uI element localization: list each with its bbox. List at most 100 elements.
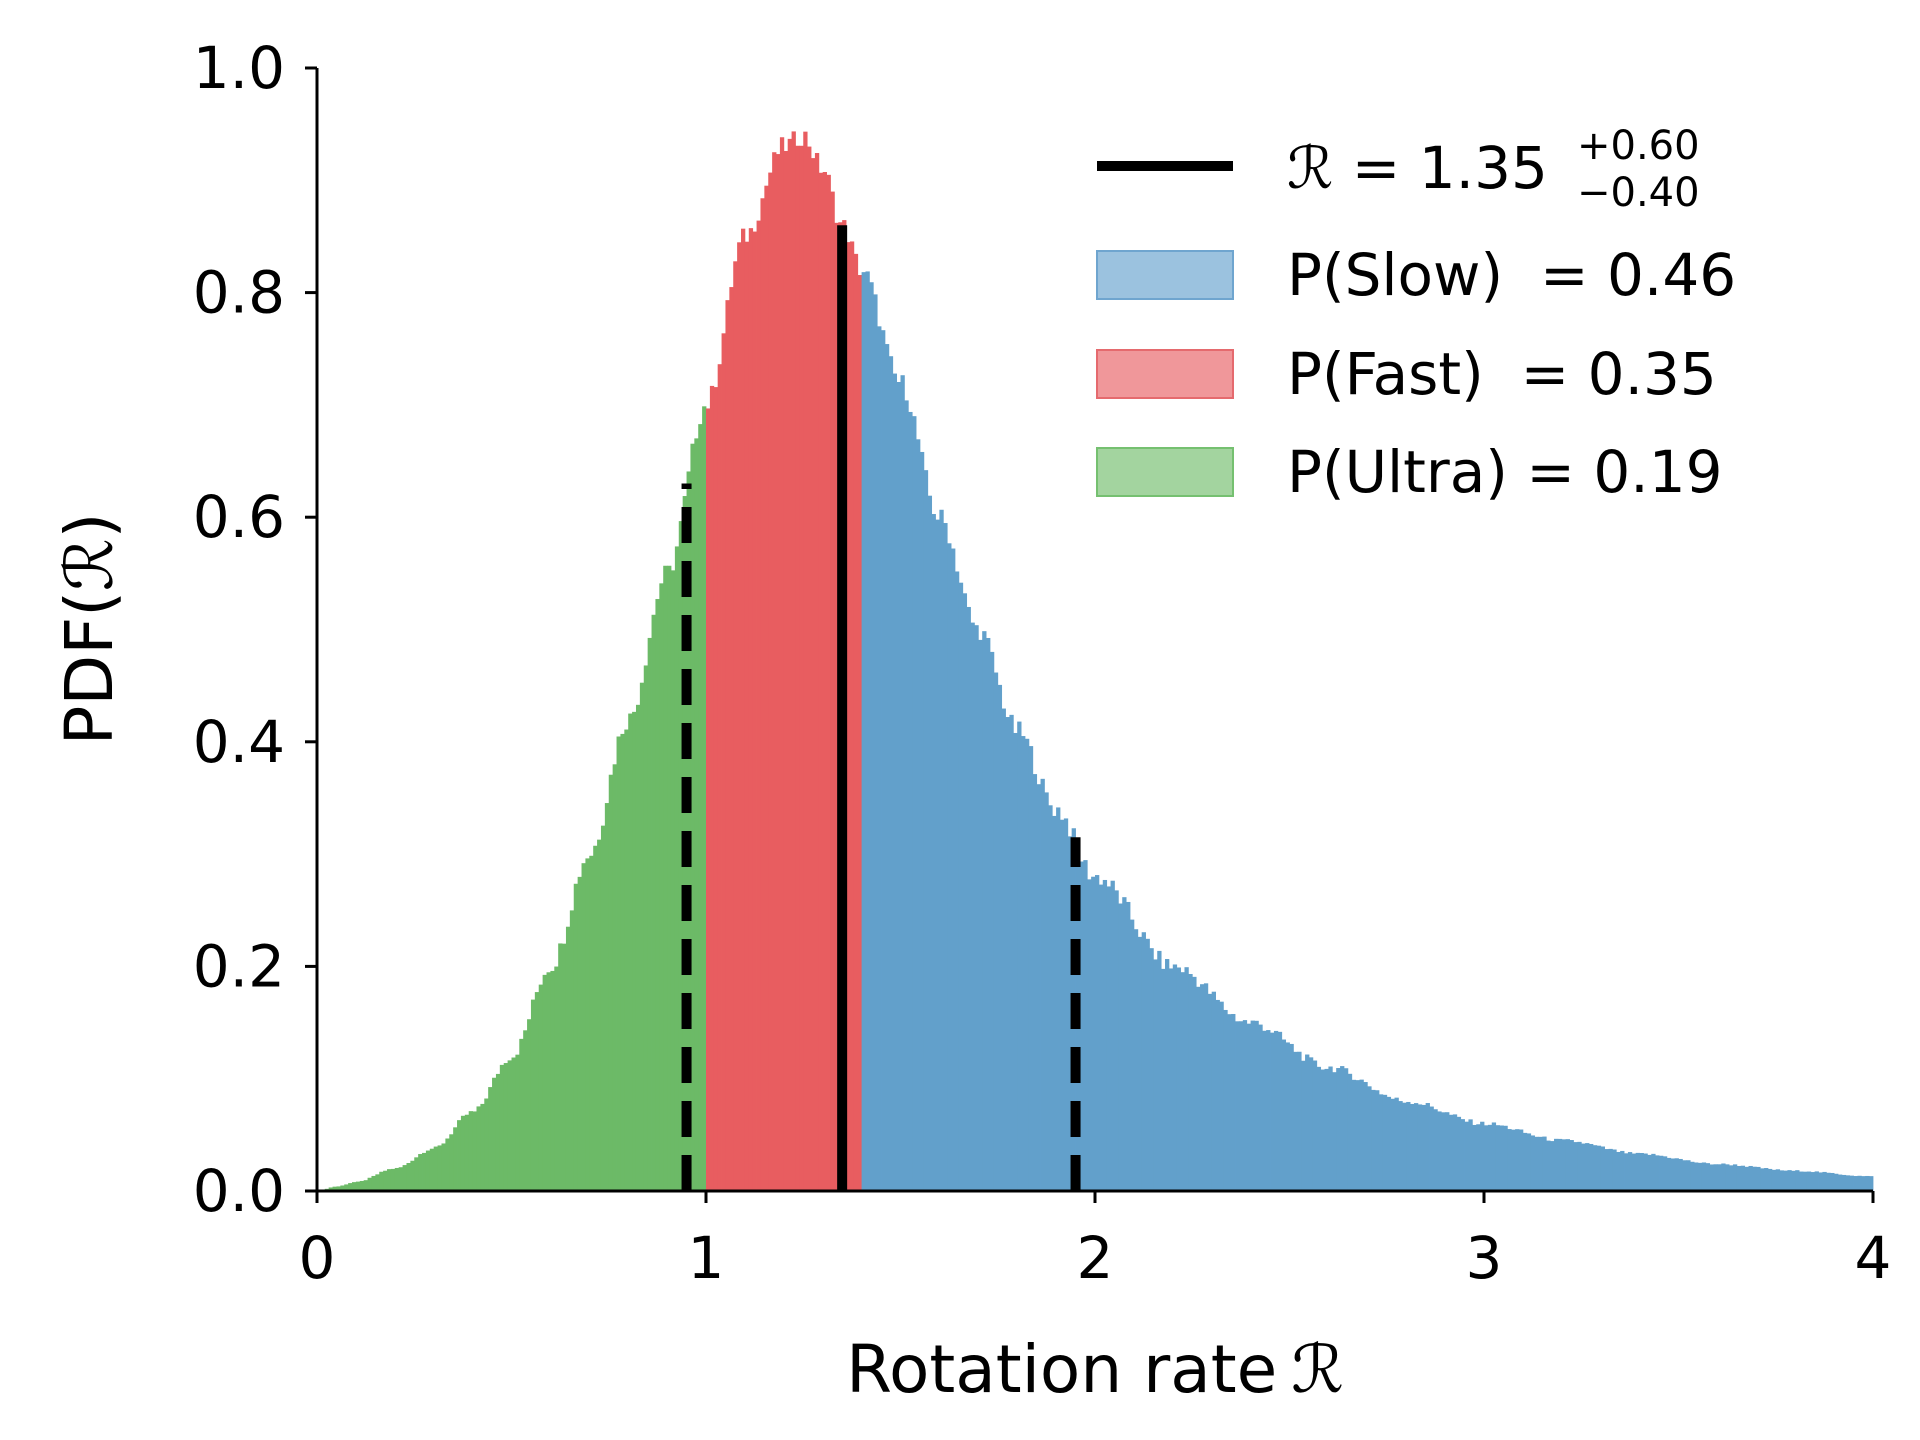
histogram-bar-slow [1690,1161,1695,1191]
histogram-bar-slow [1425,1103,1430,1191]
histogram-bar-slow [1343,1068,1349,1191]
histogram-bar-slow [1624,1153,1629,1191]
histogram-bar-ultra [546,972,551,1191]
histogram-bar-ultra [527,1019,532,1191]
histogram-bar-slow [1130,919,1135,1191]
legend-median-upper-error: +0.60 [1577,123,1700,169]
histogram-bar-fast [807,146,812,1192]
histogram-bar-slow [1659,1155,1664,1191]
histogram-bar-slow [1791,1170,1796,1191]
histogram-bar-ultra [352,1182,357,1191]
histogram-bar-slow [1382,1094,1388,1191]
histogram-bar-slow [1783,1170,1788,1191]
histogram-bar-ultra [492,1077,497,1191]
histogram-bar-slow [1106,886,1111,1191]
y-tick-label: 0.8 [193,259,285,327]
histogram-bar-ultra [359,1180,365,1191]
histogram-bar-slow [1445,1112,1450,1191]
histogram-bar-slow [873,294,878,1191]
histogram-bar-ultra [530,999,536,1191]
histogram-bar-slow [1091,876,1096,1191]
histogram-bar-slow [1608,1148,1613,1191]
histogram-bar-slow [1740,1165,1746,1191]
histogram-bar-slow [1324,1068,1329,1191]
histogram-bar-fast [760,198,765,1191]
histogram-bar-fast [834,222,839,1191]
histogram-bar-fast [748,228,754,1191]
histogram-bar-ultra [425,1150,431,1191]
histogram-bar-slow [1554,1138,1559,1191]
histogram-bar-fast [795,145,800,1191]
histogram-bar-ultra [414,1157,419,1191]
histogram-bar-slow [1421,1104,1427,1191]
histogram-bar-fast [814,153,820,1191]
histogram-bar-ultra [573,883,579,1191]
histogram-bar-ultra [402,1165,407,1191]
histogram-bar-slow [1410,1103,1415,1191]
histogram-bar-ultra [383,1170,388,1191]
histogram-bar-slow [1441,1112,1446,1191]
histogram-bar-slow [1433,1109,1438,1191]
histogram-bar-slow [1561,1139,1567,1191]
histogram-bar-slow [1460,1119,1465,1191]
histogram-bar-slow [1398,1101,1403,1191]
histogram-bar-slow [1056,807,1061,1191]
histogram-bar-ultra [550,970,555,1191]
histogram-bar-slow [1165,959,1170,1191]
histogram-bar-slow [943,523,948,1191]
histogram-bar-slow [1725,1164,1730,1191]
histogram-bar-fast [729,287,734,1191]
histogram-bar-slow [1316,1066,1322,1191]
histogram-bar-slow [888,356,894,1192]
histogram-bar-slow [1285,1042,1290,1191]
histogram-bar-fast [791,131,796,1191]
x-tick-label: 2 [1077,1224,1114,1292]
histogram-bar-slow [1312,1060,1318,1191]
histogram-bar-ultra [678,521,684,1191]
histogram-bar-slow [1402,1102,1407,1191]
histogram-bar-slow [1822,1171,1827,1191]
histogram-bar-slow [1779,1170,1784,1191]
histogram-bar-slow [1013,732,1018,1191]
histogram-bar-ultra [519,1038,524,1191]
histogram-bar-slow [1021,736,1026,1191]
histogram-bar-slow [1059,819,1065,1191]
histogram-bar-slow [1028,746,1034,1191]
histogram-bar-slow [877,326,882,1192]
histogram-bar-slow [1748,1165,1753,1191]
histogram-bar-slow [1826,1172,1831,1191]
histogram-bar-ultra [694,438,699,1191]
histogram-bar-slow [1157,950,1162,1191]
histogram-bar-slow [1246,1023,1251,1191]
histogram-bar-fast [803,131,808,1191]
histogram-bar-slow [1168,968,1174,1191]
histogram-bar-slow [1849,1175,1854,1191]
histogram-bar-slow [1616,1151,1621,1191]
histogram-bar-ultra [507,1060,512,1191]
histogram-bar-fast [818,172,824,1191]
legend-label-slow: P(Slow) = 0.46 [1287,241,1736,309]
histogram-bar-ultra [565,926,571,1191]
histogram-bar-slow [1067,836,1073,1191]
histogram-bar-ultra [476,1106,481,1191]
x-tick-label: 1 [688,1224,725,1292]
histogram-bar-ultra [667,565,672,1191]
histogram-bar-fast [752,231,757,1191]
histogram-bar-slow [1351,1079,1357,1191]
histogram-bar-slow [1464,1121,1469,1191]
histogram-bar-slow [1709,1164,1714,1191]
histogram-bar-fast [830,191,835,1192]
histogram-bar-slow [978,639,983,1191]
histogram-bar-slow [1775,1169,1781,1191]
histogram-bar-fast [776,154,781,1191]
histogram-bar-slow [1600,1146,1605,1191]
histogram-bar-slow [1670,1158,1676,1191]
histogram-bar-slow [1713,1164,1718,1191]
histogram-bar-ultra [643,665,649,1191]
histogram-bar-ultra [468,1111,473,1191]
histogram-bar-ultra [569,910,575,1191]
histogram-bar-slow [1149,948,1154,1191]
histogram-bar-slow [997,684,1003,1191]
histogram-bar-slow [1487,1124,1493,1191]
histogram-bar-slow [1814,1171,1819,1191]
